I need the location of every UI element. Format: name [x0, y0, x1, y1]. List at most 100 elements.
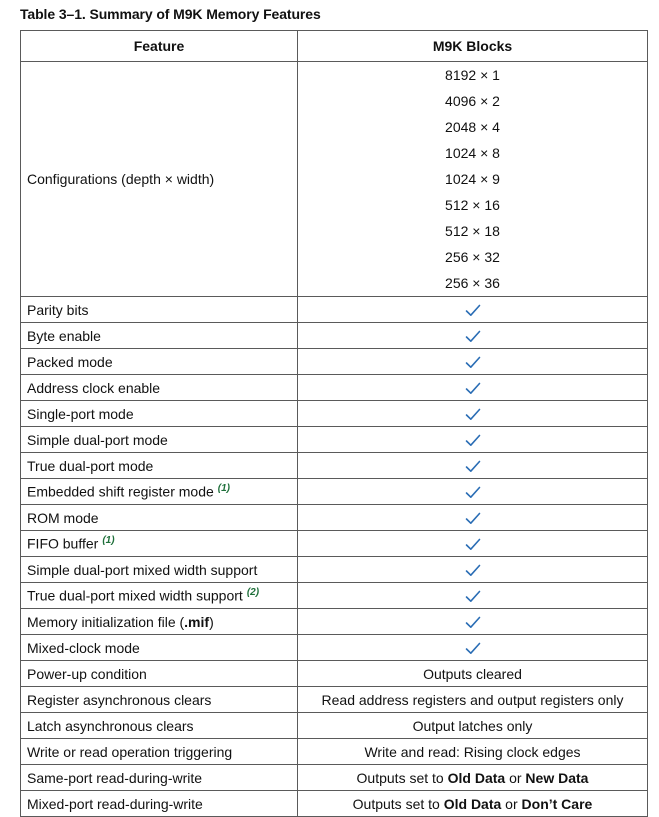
feature-cell: True dual-port mixed width support (2) — [20, 582, 298, 609]
m9k-features-table: Feature M9K Blocks Configurations (depth… — [20, 30, 648, 817]
value-cell: Outputs set to Old Data or New Data — [297, 764, 648, 791]
checkmark-icon — [465, 486, 480, 499]
feature-row: Register asynchronous clears Read address… — [20, 686, 648, 713]
option-2: New Data — [525, 769, 589, 786]
feature-row: Memory initialization file (.mif) — [20, 608, 648, 635]
supported-cell — [297, 530, 648, 557]
option-2: Don’t Care — [521, 795, 593, 812]
checkmark-icon — [465, 434, 480, 447]
supported-cell — [297, 478, 648, 505]
checkmark-icon — [465, 616, 480, 629]
feature-cell: Simple dual-port mode — [20, 426, 298, 453]
feature-cell: Latch asynchronous clears — [20, 712, 298, 739]
config-value: 512 × 18 — [445, 223, 500, 239]
feature-label: Embedded shift register mode — [27, 483, 214, 500]
config-value: 1024 × 9 — [445, 171, 500, 187]
supported-cell — [297, 426, 648, 453]
checkmark-icon — [465, 330, 480, 343]
feature-label: Single-port mode — [27, 405, 134, 422]
config-value: 256 × 36 — [445, 275, 500, 291]
file-extension: .mif — [184, 613, 210, 630]
feature-row: ROM mode — [20, 504, 648, 531]
feature-row: Address clock enable — [20, 374, 648, 401]
feature-row: Parity bits — [20, 296, 648, 323]
feature-cell: Single-port mode — [20, 400, 298, 427]
checkmark-icon — [465, 564, 480, 577]
feature-row: Simple dual-port mixed width support — [20, 556, 648, 583]
checkmark-icon — [465, 304, 480, 317]
config-value: 1024 × 8 — [445, 145, 500, 161]
feature-label: Mixed-clock mode — [27, 639, 140, 656]
header-row: Feature M9K Blocks — [20, 30, 648, 62]
feature-row: Same-port read-during-write Outputs set t… — [20, 764, 648, 791]
config-value: 256 × 32 — [445, 249, 500, 265]
feature-row: True dual-port mode — [20, 452, 648, 479]
feature-cell: Mixed-port read-during-write — [20, 790, 298, 817]
value-connector: or — [501, 795, 522, 812]
configurations-values-cell: 8192 × 1 4096 × 2 2048 × 4 1024 × 8 1024… — [297, 61, 648, 297]
checkmark-icon — [465, 356, 480, 369]
feature-cell: ROM mode — [20, 504, 298, 531]
value-cell: Outputs set to Old Data or Don’t Care — [297, 790, 648, 817]
value-cell: Outputs cleared — [297, 660, 648, 687]
feature-column-header: Feature — [20, 30, 298, 62]
feature-label: Parity bits — [27, 301, 89, 318]
supported-cell — [297, 296, 648, 323]
config-value: 8192 × 1 — [445, 67, 500, 83]
value-prefix: Outputs set to — [356, 769, 448, 786]
configurations-row: Configurations (depth × width) 8192 × 1 … — [20, 61, 648, 297]
feature-cell: Address clock enable — [20, 374, 298, 401]
feature-cell: True dual-port mode — [20, 452, 298, 479]
feature-cell: Packed mode — [20, 348, 298, 375]
checkmark-icon — [465, 590, 480, 603]
feature-label: True dual-port mode — [27, 457, 154, 474]
footnote-ref: (1) — [217, 483, 230, 495]
feature-row: Embedded shift register mode (1) — [20, 478, 648, 505]
checkmark-icon — [465, 642, 480, 655]
feature-label: ROM mode — [27, 509, 99, 526]
feature-cell: Byte enable — [20, 322, 298, 349]
checkmark-icon — [465, 460, 480, 473]
feature-row: Mixed-port read-during-write Outputs set … — [20, 790, 648, 817]
supported-cell — [297, 400, 648, 427]
feature-row: Mixed-clock mode — [20, 634, 648, 661]
checkmark-icon — [465, 382, 480, 395]
value-cell: Output latches only — [297, 712, 648, 739]
table-body: Configurations (depth × width) 8192 × 1 … — [20, 61, 648, 817]
checkmark-icon — [465, 538, 480, 551]
supported-cell — [297, 374, 648, 401]
value-prefix: Outputs set to — [352, 795, 444, 812]
feature-cell: Parity bits — [20, 296, 298, 323]
feature-label-prefix: Memory initialization file ( — [27, 613, 185, 630]
config-value: 4096 × 2 — [445, 93, 500, 109]
feature-row: Latch asynchronous clears Output latches … — [20, 712, 648, 739]
feature-row: True dual-port mixed width support (2) — [20, 582, 648, 609]
m9k-column-header: M9K Blocks — [297, 30, 648, 62]
feature-row: Single-port mode — [20, 400, 648, 427]
supported-cell — [297, 322, 648, 349]
supported-cell — [297, 556, 648, 583]
feature-label: FIFO buffer — [27, 535, 99, 552]
value-cell: Read address registers and output regist… — [297, 686, 648, 713]
feature-cell: FIFO buffer (1) — [20, 530, 298, 557]
feature-row: Write or read operation triggering Write … — [20, 738, 648, 765]
option-1: Old Data — [447, 769, 506, 786]
feature-label: Simple dual-port mode — [27, 431, 168, 448]
feature-label-suffix: ) — [209, 613, 214, 630]
feature-label: True dual-port mixed width support — [27, 587, 243, 604]
feature-label: Packed mode — [27, 353, 113, 370]
footnote-ref: (1) — [102, 535, 115, 547]
supported-cell — [297, 582, 648, 609]
config-value: 512 × 16 — [445, 197, 500, 213]
checkmark-icon — [465, 512, 480, 525]
feature-label: Address clock enable — [27, 379, 161, 396]
supported-cell — [297, 634, 648, 661]
feature-cell: Simple dual-port mixed width support — [20, 556, 298, 583]
feature-row: FIFO buffer (1) — [20, 530, 648, 557]
option-1: Old Data — [443, 795, 502, 812]
value-cell: Write and read: Rising clock edges — [297, 738, 648, 765]
config-value: 2048 × 4 — [445, 119, 500, 135]
feature-cell: Write or read operation triggering — [20, 738, 298, 765]
feature-label: Simple dual-port mixed width support — [27, 561, 258, 578]
feature-row: Simple dual-port mode — [20, 426, 648, 453]
